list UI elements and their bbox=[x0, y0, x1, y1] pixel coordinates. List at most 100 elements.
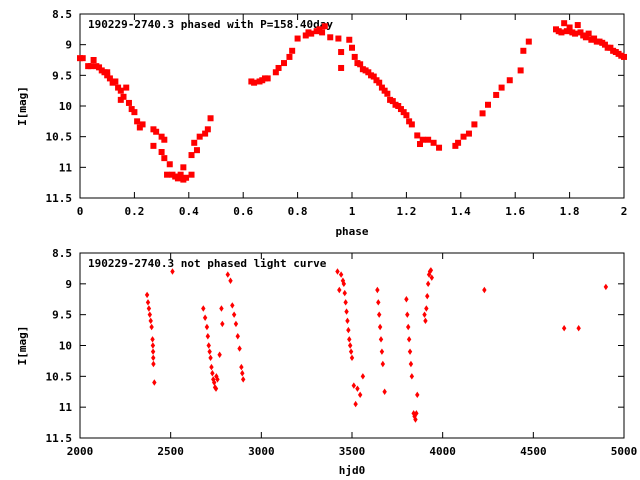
data-point bbox=[208, 354, 213, 362]
data-point bbox=[407, 348, 413, 355]
data-point bbox=[365, 69, 372, 76]
data-point bbox=[376, 299, 381, 306]
data-point bbox=[201, 305, 206, 312]
data-point bbox=[153, 128, 160, 135]
data-point bbox=[177, 171, 184, 178]
y-tick-label: 10 bbox=[59, 100, 72, 113]
data-point bbox=[585, 30, 592, 37]
data-point bbox=[338, 271, 344, 278]
data-point bbox=[561, 325, 567, 332]
data-point bbox=[213, 385, 219, 392]
data-point bbox=[161, 136, 168, 143]
x-tick-label: 4500 bbox=[520, 445, 547, 458]
data-point bbox=[196, 133, 203, 140]
data-point bbox=[134, 118, 141, 125]
x-tick-label: 0.8 bbox=[288, 205, 308, 218]
data-point bbox=[286, 53, 293, 60]
data-point bbox=[281, 60, 287, 67]
x-tick-label: 4000 bbox=[429, 445, 456, 458]
x-tick-label: 5000 bbox=[611, 445, 638, 458]
data-point bbox=[251, 79, 258, 86]
data-point bbox=[87, 63, 94, 70]
data-point bbox=[378, 336, 384, 343]
data-point bbox=[395, 103, 402, 109]
data-point bbox=[428, 267, 434, 274]
data-point bbox=[400, 109, 407, 116]
data-point bbox=[148, 317, 153, 325]
data-point bbox=[607, 44, 614, 51]
data-point bbox=[151, 360, 156, 368]
data-point bbox=[493, 91, 500, 98]
data-point bbox=[161, 155, 168, 162]
data-point bbox=[120, 93, 127, 100]
data-point bbox=[349, 354, 355, 362]
data-point bbox=[145, 299, 151, 306]
data-point bbox=[525, 38, 532, 45]
data-point bbox=[572, 30, 579, 37]
data-point bbox=[188, 171, 195, 178]
data-point bbox=[206, 342, 211, 349]
data-point bbox=[147, 311, 153, 318]
data-point bbox=[403, 112, 410, 119]
data-point bbox=[158, 133, 165, 140]
data-point bbox=[576, 325, 581, 332]
data-point bbox=[425, 136, 432, 143]
data-point bbox=[338, 49, 345, 56]
data-point bbox=[346, 326, 351, 334]
data-point bbox=[347, 336, 352, 343]
y-tick-label: 9.5 bbox=[52, 69, 72, 82]
data-point bbox=[106, 75, 113, 82]
data-point bbox=[174, 175, 181, 182]
y-tick-label: 10.5 bbox=[46, 131, 73, 144]
data-point bbox=[563, 28, 570, 35]
data-point bbox=[419, 136, 426, 143]
data-point bbox=[621, 53, 627, 60]
x-tick-label: 0.4 bbox=[179, 205, 199, 218]
data-point bbox=[149, 323, 154, 331]
data-point bbox=[275, 64, 282, 71]
data-point bbox=[205, 333, 211, 340]
data-point bbox=[316, 26, 323, 33]
x-tick-label: 1.4 bbox=[451, 205, 471, 218]
data-point bbox=[327, 34, 334, 41]
x-tick-label: 2 bbox=[621, 205, 628, 218]
chart-title: 190229-2740.3 phased with P=158.40day bbox=[88, 18, 333, 31]
data-point bbox=[381, 87, 388, 94]
x-tick-label: 1.8 bbox=[560, 205, 580, 218]
data-point bbox=[79, 55, 86, 62]
data-point bbox=[353, 400, 358, 408]
chart-title: 190229-2740.3 not phased light curve bbox=[88, 257, 327, 270]
data-point bbox=[210, 370, 215, 377]
data-point bbox=[430, 139, 437, 146]
data-point bbox=[348, 348, 354, 355]
data-point bbox=[240, 370, 245, 377]
y-tick-label: 8.5 bbox=[52, 8, 72, 21]
y-tick-label: 9.5 bbox=[52, 309, 72, 322]
data-point bbox=[370, 73, 377, 80]
data-point bbox=[225, 271, 230, 278]
y-axis-label: I[mag] bbox=[16, 86, 29, 126]
data-point bbox=[152, 379, 157, 386]
y-tick-label: 9 bbox=[65, 39, 72, 52]
data-point bbox=[452, 142, 459, 149]
x-tick-label: 3500 bbox=[339, 445, 366, 458]
data-point bbox=[582, 34, 589, 41]
data-point bbox=[338, 64, 345, 71]
data-point bbox=[146, 305, 152, 312]
data-point bbox=[422, 311, 427, 318]
data-point bbox=[376, 79, 383, 86]
data-point bbox=[414, 410, 419, 417]
data-point bbox=[415, 391, 420, 399]
data-point bbox=[436, 144, 443, 151]
data-point bbox=[264, 75, 271, 82]
data-point bbox=[455, 139, 462, 146]
data-point bbox=[389, 98, 396, 105]
data-point bbox=[215, 376, 220, 383]
data-point bbox=[337, 286, 342, 294]
data-point bbox=[601, 41, 608, 48]
data-point bbox=[202, 314, 208, 321]
y-axis-label: I[mag] bbox=[16, 326, 29, 366]
data-point bbox=[191, 139, 198, 146]
data-point bbox=[404, 296, 409, 303]
